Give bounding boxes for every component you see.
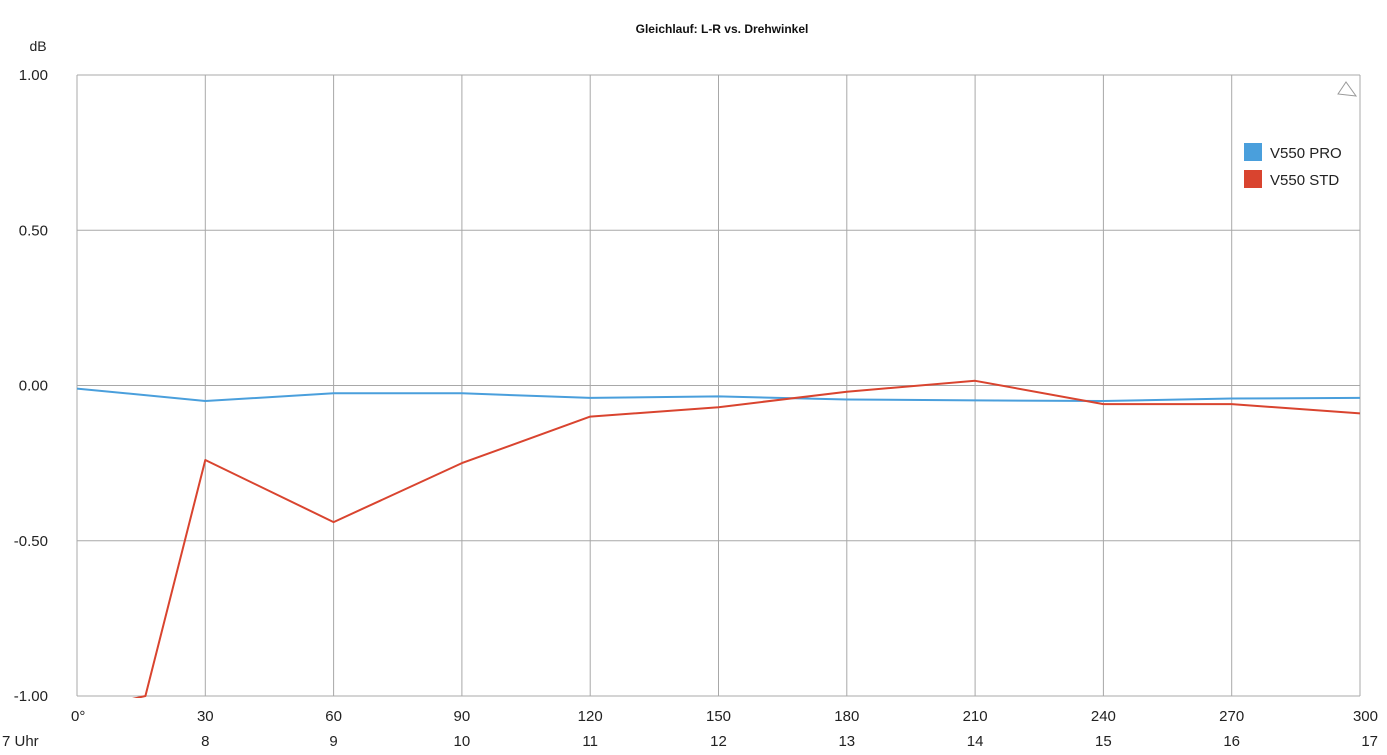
y-tick-label: 1.00 [19, 67, 48, 84]
legend-swatch [1244, 143, 1262, 161]
x-tick-label-secondary: 11 [582, 733, 598, 750]
x-tick-label-secondary: 8 [201, 733, 209, 750]
x-tick-label: 240 [1091, 708, 1116, 725]
series-lines [77, 379, 1360, 698]
x-tick-label-secondary: 16 [1223, 733, 1240, 750]
x-tick-label: 120 [578, 708, 603, 725]
x-tick-label: 90 [454, 708, 471, 725]
x-tick-label: 0° [71, 708, 85, 725]
x-tick-label-secondary: 12 [710, 733, 727, 750]
chart-title: Gleichlauf: L-R vs. Drehwinkel [636, 22, 809, 36]
x-tick-label: 180 [834, 708, 859, 725]
x-tick-label: 300 [1353, 708, 1378, 725]
corner-triangle-icon [1337, 81, 1358, 97]
x-tick-label-secondary: 10 [454, 733, 471, 750]
x-tick-label: 270 [1219, 708, 1244, 725]
series-line-0 [77, 387, 1360, 402]
x-tick-label-secondary: 15 [1095, 733, 1112, 750]
x-tick-label: 150 [706, 708, 731, 725]
x-tick-label: 60 [325, 708, 342, 725]
x-tick-label-secondary: 9 [329, 733, 337, 750]
x-tick-label-secondary: 13 [838, 733, 855, 750]
series-line-1 [132, 379, 1360, 698]
x-tick-label: 30 [197, 708, 214, 725]
x-tick-label-secondary: 14 [967, 733, 984, 750]
x-tick-label: 210 [963, 708, 988, 725]
legend: V550 PRO V550 STD [1244, 143, 1342, 189]
grid [76, 74, 1361, 697]
y-tick-labels: 1.00 0.50 0.00 -0.50 -1.00 [14, 67, 48, 705]
y-tick-label: 0.00 [19, 378, 48, 395]
x-tick-labels: 0° 7 Uhr 30 8 60 9 90 10 120 11 150 12 180 13 210 14 240… [2, 708, 1378, 750]
legend-label: V550 PRO [1270, 145, 1342, 162]
legend-label: V550 STD [1270, 172, 1339, 189]
y-tick-label: -1.00 [14, 688, 48, 705]
y-tick-label: 0.50 [19, 222, 48, 239]
y-tick-label: -0.50 [14, 533, 48, 550]
legend-swatch [1244, 170, 1262, 188]
x-tick-label-secondary: 17 [1361, 733, 1378, 750]
x-tick-label-secondary: 7 Uhr [2, 733, 39, 750]
y-axis-label: dB [29, 38, 46, 54]
